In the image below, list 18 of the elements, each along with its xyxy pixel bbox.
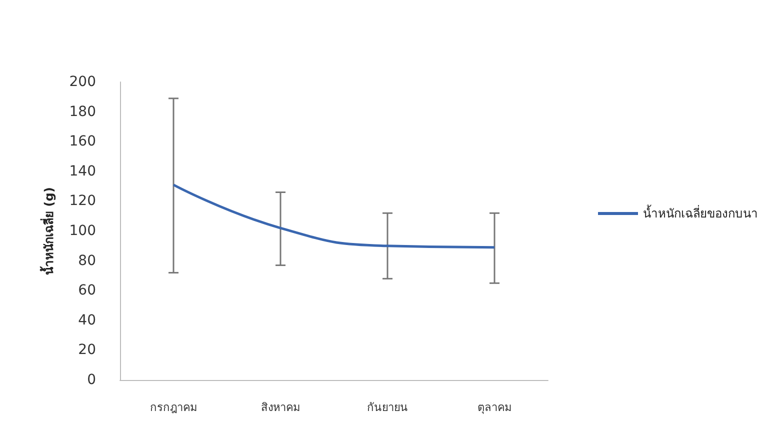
x-tick-label: สิงหาคม xyxy=(261,401,300,414)
x-tick-label: ตุลาคม xyxy=(478,401,512,414)
x-tick-label: กันยายน xyxy=(367,401,408,414)
y-tick-label: 120 xyxy=(69,193,96,210)
line-series xyxy=(172,184,496,249)
x-tick-label: กรกฎาคม xyxy=(150,401,197,414)
y-tick-label: 20 xyxy=(78,342,96,358)
y-tick-label: 60 xyxy=(78,282,96,299)
y-tick-label: 40 xyxy=(78,312,96,328)
y-axis-title: น้ำหนักเฉลี่ย (g) xyxy=(39,187,56,275)
y-tick-label: 140 xyxy=(69,163,96,180)
y-tick-label: 80 xyxy=(78,252,96,269)
y-tick-label: 0 xyxy=(87,372,96,388)
y-tick-label: 180 xyxy=(69,104,96,120)
y-tick-label: 160 xyxy=(69,134,96,150)
y-tick-label: 100 xyxy=(69,223,96,239)
legend-label: น้ำหนักเฉลี่ยของกบนา xyxy=(643,204,758,220)
y-tick-label: 200 xyxy=(69,74,96,90)
